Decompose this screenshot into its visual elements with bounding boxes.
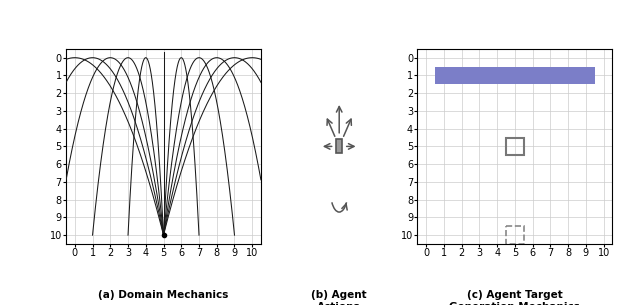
Bar	[452, 66, 470, 84]
Bar	[488, 66, 506, 84]
Bar	[506, 66, 524, 84]
Title: (b) Agent
Actions: (b) Agent Actions	[312, 290, 367, 305]
Bar	[470, 66, 488, 84]
Bar	[524, 66, 541, 84]
Title: (c) Agent Target
Generation Mechanics: (c) Agent Target Generation Mechanics	[449, 290, 580, 305]
Bar	[559, 66, 577, 84]
Bar	[577, 66, 595, 84]
Bar	[506, 226, 524, 244]
Bar	[541, 66, 559, 84]
Title: (a) Domain Mechanics: (a) Domain Mechanics	[99, 290, 228, 300]
Bar	[336, 139, 342, 153]
Bar	[506, 138, 524, 155]
Bar	[435, 66, 452, 84]
